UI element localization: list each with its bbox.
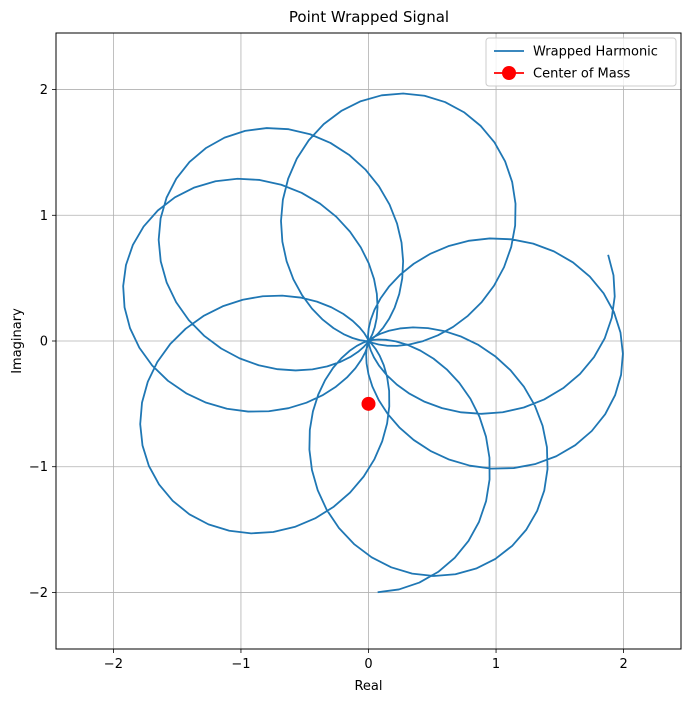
x-axis: −2 −1 0 1 2: [104, 649, 628, 672]
center-of-mass-marker: [361, 396, 376, 411]
legend: Wrapped Harmonic Center of Mass: [485, 37, 677, 87]
x-tick-label: −2: [104, 657, 123, 672]
x-axis-label: Real: [354, 679, 382, 694]
y-tick-label: −2: [29, 586, 48, 601]
grid: [56, 33, 681, 649]
legend-label: Center of Mass: [533, 67, 631, 82]
x-tick-label: 0: [364, 657, 372, 672]
y-axis: −2 −1 0 1 2: [29, 83, 56, 601]
wrapped-harmonic-line: [122, 92, 624, 594]
x-tick-label: 1: [492, 657, 500, 672]
y-tick-label: 1: [40, 209, 48, 224]
x-tick-label: −1: [231, 657, 250, 672]
y-tick-label: −1: [29, 460, 48, 475]
x-tick-label: 2: [619, 657, 627, 672]
chart-title: Point Wrapped Signal: [289, 8, 449, 26]
legend-box: [485, 37, 677, 87]
series-layer: [122, 92, 624, 594]
y-tick-label: 2: [40, 83, 48, 98]
y-tick-label: 0: [40, 335, 48, 350]
legend-marker: [502, 66, 516, 80]
legend-label: Wrapped Harmonic: [533, 45, 658, 60]
y-axis-label: Imaginary: [10, 308, 25, 374]
